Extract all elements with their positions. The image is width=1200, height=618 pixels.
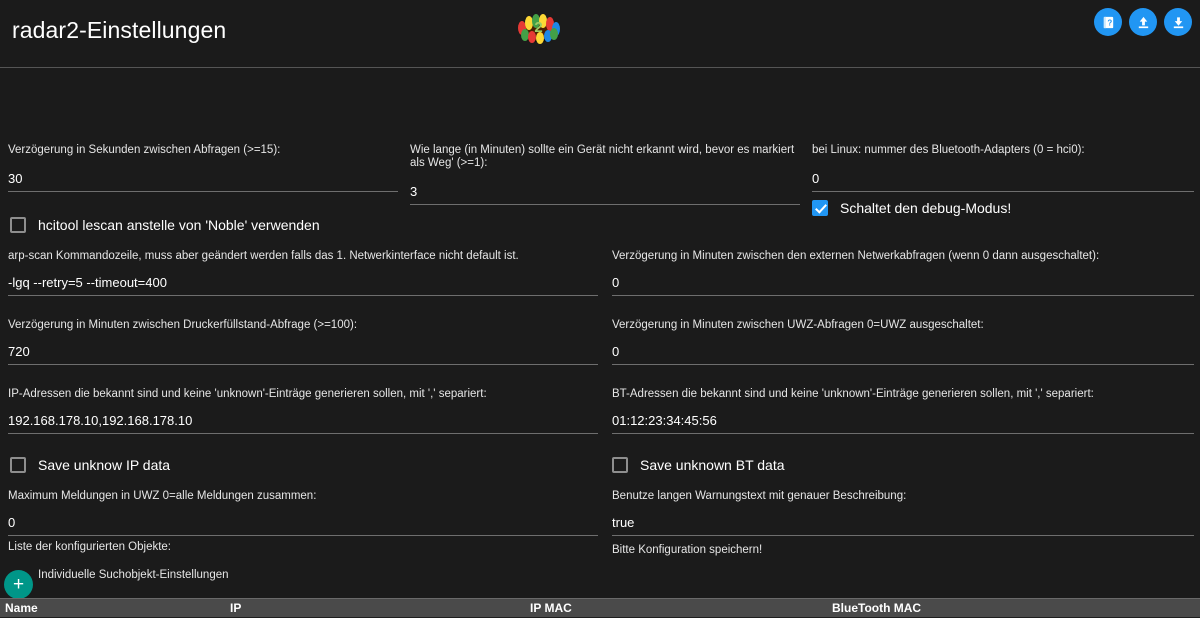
checkbox-row-hcitool[interactable]: hcitool lescan anstelle von 'Noble' verw… [10,217,320,233]
field-known-bts: BT-Adressen die bekannt sind und keine '… [612,388,1194,434]
hcitool-checkbox-label: hcitool lescan anstelle von 'Noble' verw… [38,217,320,233]
column-header-bt-mac: BlueTooth MAC [832,601,922,615]
field-long-warn-text-label: Benutze langen Warnungstext mit genauer … [612,490,907,502]
field-known-bts-label: BT-Adressen die bekannt sind und keine '… [612,388,1094,400]
field-printer-delay: Verzögerung in Minuten zwischen Druckerf… [8,319,598,365]
download-button[interactable] [1164,8,1192,36]
known-bts-input[interactable] [612,413,1194,434]
radar2-logo-icon: 2 [516,8,561,48]
field-max-uwz-msgs-label: Maximum Meldungen in UWZ 0=alle Meldunge… [8,490,317,502]
table-header-row: Name IP IP MAC BlueTooth MAC [0,598,1200,617]
debug-checkbox-label: Schaltet den debug-Modus! [840,200,1012,216]
field-away-minutes: Wie lange (in Minuten) sollte ein Gerät … [410,144,800,205]
field-uwz-delay: Verzögerung in Minuten zwischen UWZ-Abfr… [612,319,1194,365]
field-bt-adapter-label: bei Linux: nummer des Bluetooth-Adapters… [812,144,1085,156]
download-arrow-icon [1173,16,1183,28]
field-poll-delay: Verzögerung in Sekunden zwischen Abfrage… [8,144,398,192]
field-printer-delay-label: Verzögerung in Minuten zwischen Druckerf… [8,319,358,331]
column-header-name: Name [5,601,38,615]
add-object-caption: Individuelle Suchobjekt-Einstellungen [38,569,229,581]
ext-net-delay-input[interactable] [612,275,1194,296]
field-bt-adapter: bei Linux: nummer des Bluetooth-Adapters… [812,144,1194,192]
bt-adapter-input[interactable] [812,171,1194,192]
hcitool-checkbox[interactable] [10,217,26,233]
save-unknown-bt-checkbox[interactable] [612,457,628,473]
objects-list-label: Liste der konfigurierten Objekte: [8,541,172,553]
save-config-hint: Bitte Konfiguration speichern! [612,544,763,556]
upload-arrow-icon [1138,16,1148,28]
field-max-uwz-msgs: Maximum Meldungen in UWZ 0=alle Meldunge… [8,490,598,536]
known-ips-input[interactable] [8,413,598,434]
field-ext-net-delay-label: Verzögerung in Minuten zwischen den exte… [612,250,1100,262]
field-known-ips: IP-Adressen die bekannt sind und keine '… [8,388,598,434]
column-header-ip-mac: IP MAC [530,601,572,615]
column-header-ip: IP [230,601,242,615]
add-object-button[interactable]: + [4,570,33,599]
checkbox-row-save-unknown-bt[interactable]: Save unknown BT data [612,457,785,473]
checkbox-row-debug[interactable]: Schaltet den debug-Modus! [812,200,1011,216]
save-unknown-ip-checkbox[interactable] [10,457,26,473]
long-warn-text-input[interactable] [612,515,1194,536]
header-actions: ? [1094,8,1192,36]
poll-delay-input[interactable] [8,171,398,192]
page-title: radar2-Einstellungen [12,17,227,43]
field-known-ips-label: IP-Adressen die bekannt sind und keine '… [8,388,487,400]
away-minutes-input[interactable] [410,184,800,205]
checkbox-row-save-unknown-ip[interactable]: Save unknow IP data [10,457,170,473]
help-book-icon: ? [1103,16,1113,28]
max-uwz-msgs-input[interactable] [8,515,598,536]
printer-delay-input[interactable] [8,344,598,365]
app-header: radar2-Einstellungen 2 ? [0,0,1200,68]
svg-text:?: ? [1107,18,1112,27]
save-unknown-bt-label: Save unknown BT data [640,457,785,473]
field-ext-net-delay: Verzögerung in Minuten zwischen den exte… [612,250,1194,296]
field-uwz-delay-label: Verzögerung in Minuten zwischen UWZ-Abfr… [612,319,984,331]
save-unknown-ip-label: Save unknow IP data [38,457,171,473]
field-poll-delay-label: Verzögerung in Sekunden zwischen Abfrage… [8,144,281,156]
field-arp-scan: arp-scan Kommandozeile, muss aber geände… [8,250,598,296]
field-arp-scan-label: arp-scan Kommandozeile, muss aber geände… [8,250,519,262]
objects-table: Name IP IP MAC BlueTooth MAC [0,598,1200,618]
debug-checkbox[interactable] [812,200,828,216]
arp-scan-input[interactable] [8,275,598,296]
upload-button[interactable] [1129,8,1157,36]
help-button[interactable]: ? [1094,8,1122,36]
field-away-minutes-label: Wie lange (in Minuten) sollte ein Gerät … [410,144,795,169]
uwz-delay-input[interactable] [612,344,1194,365]
field-long-warn-text: Benutze langen Warnungstext mit genauer … [612,490,1194,536]
svg-text:2: 2 [534,19,542,36]
